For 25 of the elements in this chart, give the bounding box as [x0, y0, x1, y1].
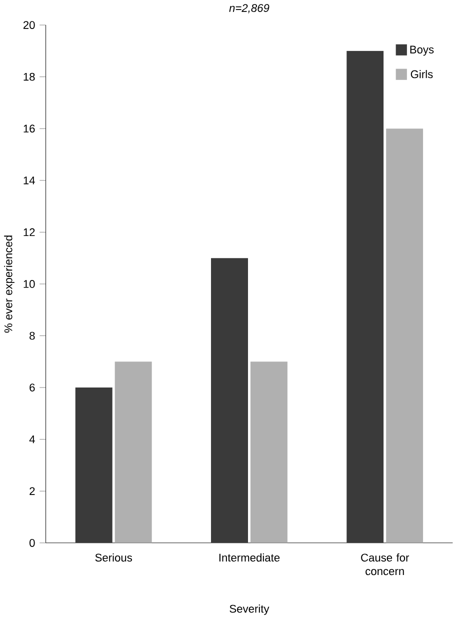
bar — [211, 258, 248, 543]
y-tick-label: 10 — [24, 280, 35, 288]
x-tick-label: Cause for concern — [361, 553, 410, 576]
legend-label: Girls — [410, 70, 433, 78]
y-tick-label: 16 — [24, 124, 35, 133]
bar — [114, 362, 152, 543]
chart-title: n=2,869 — [229, 4, 270, 14]
y-tick-label: 4 — [29, 436, 35, 444]
y-tick-label: 12 — [24, 228, 35, 236]
y-tick-label: 6 — [30, 384, 35, 392]
y-tick-label: 14 — [24, 176, 35, 184]
bar — [75, 388, 112, 543]
bar — [386, 128, 424, 543]
y-axis-title: % ever experienced — [4, 236, 14, 333]
y-tick-label: 20 — [24, 21, 35, 29]
x-axis-title: Severity — [230, 604, 270, 615]
y-tick-label: 18 — [24, 72, 35, 81]
bar — [346, 50, 384, 543]
legend-label: Boys — [410, 46, 434, 56]
y-tick-label: 0 — [30, 538, 35, 547]
y-tick-label: 8 — [30, 332, 35, 340]
bar — [250, 362, 288, 543]
x-tick-label: Serious — [95, 553, 132, 562]
y-tick-label: 2 — [30, 487, 35, 495]
x-tick-label: Intermediate — [219, 553, 280, 562]
